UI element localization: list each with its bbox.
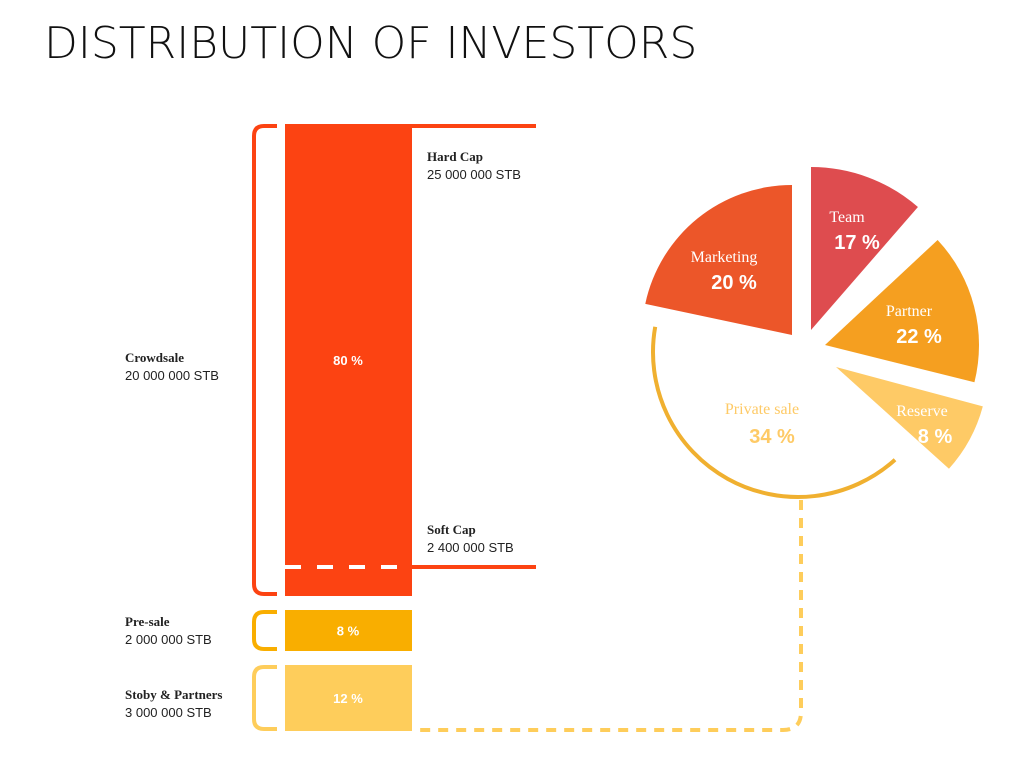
stoby-label: Stoby & Partners 3 000 000 STB	[125, 686, 223, 722]
crowdsale-amount: 20 000 000 STB	[125, 368, 219, 383]
team-label: Team	[829, 209, 865, 226]
partner-percent: 22 %	[896, 326, 942, 348]
presale-percent-label: 8 %	[337, 624, 360, 639]
reserve-label: Reserve	[896, 403, 948, 420]
crowdsale-label: Crowdsale 20 000 000 STB	[125, 349, 219, 385]
private-sale-arc	[651, 326, 897, 499]
team-percent: 17 %	[834, 232, 880, 254]
partner-label: Partner	[886, 303, 933, 320]
stoby-bar	[285, 665, 412, 731]
presale-title: Pre-sale	[125, 614, 170, 629]
crowdsale-bar	[285, 124, 412, 596]
reserve-percent: 8 %	[918, 426, 953, 448]
soft-cap-value: 2 400 000 STB	[427, 540, 514, 555]
crowdsale-bracket	[252, 124, 277, 596]
hard-cap-label: Hard Cap 25 000 000 STB	[427, 148, 521, 184]
marketing-label: Marketing	[691, 249, 758, 266]
marketing-slice	[645, 185, 792, 335]
page-title: DISTRIBUTION OF INVESTORS	[44, 18, 698, 69]
private-sale-label: Private sale	[725, 401, 799, 418]
team-slice	[811, 167, 918, 330]
presale-bar	[285, 610, 412, 651]
connector-dashed-line	[415, 500, 803, 732]
partner-slice	[825, 239, 979, 383]
presale-amount: 2 000 000 STB	[125, 632, 212, 647]
stoby-bracket	[252, 665, 277, 731]
presale-bracket	[252, 610, 277, 651]
crowdsale-title: Crowdsale	[125, 350, 184, 365]
reserve-slice	[836, 367, 983, 469]
hard-cap-value: 25 000 000 STB	[427, 167, 521, 182]
stoby-title: Stoby & Partners	[125, 687, 223, 702]
soft-cap-title: Soft Cap	[427, 522, 476, 537]
hard-cap-title: Hard Cap	[427, 149, 483, 164]
presale-label: Pre-sale 2 000 000 STB	[125, 613, 212, 649]
marketing-percent: 20 %	[711, 272, 757, 294]
stoby-amount: 3 000 000 STB	[125, 705, 212, 720]
soft-cap-label: Soft Cap 2 400 000 STB	[427, 521, 514, 557]
crowdsale-percent-label: 80 %	[333, 353, 363, 368]
private-sale-percent: 34 %	[749, 426, 795, 448]
stoby-percent-label: 12 %	[333, 691, 363, 706]
